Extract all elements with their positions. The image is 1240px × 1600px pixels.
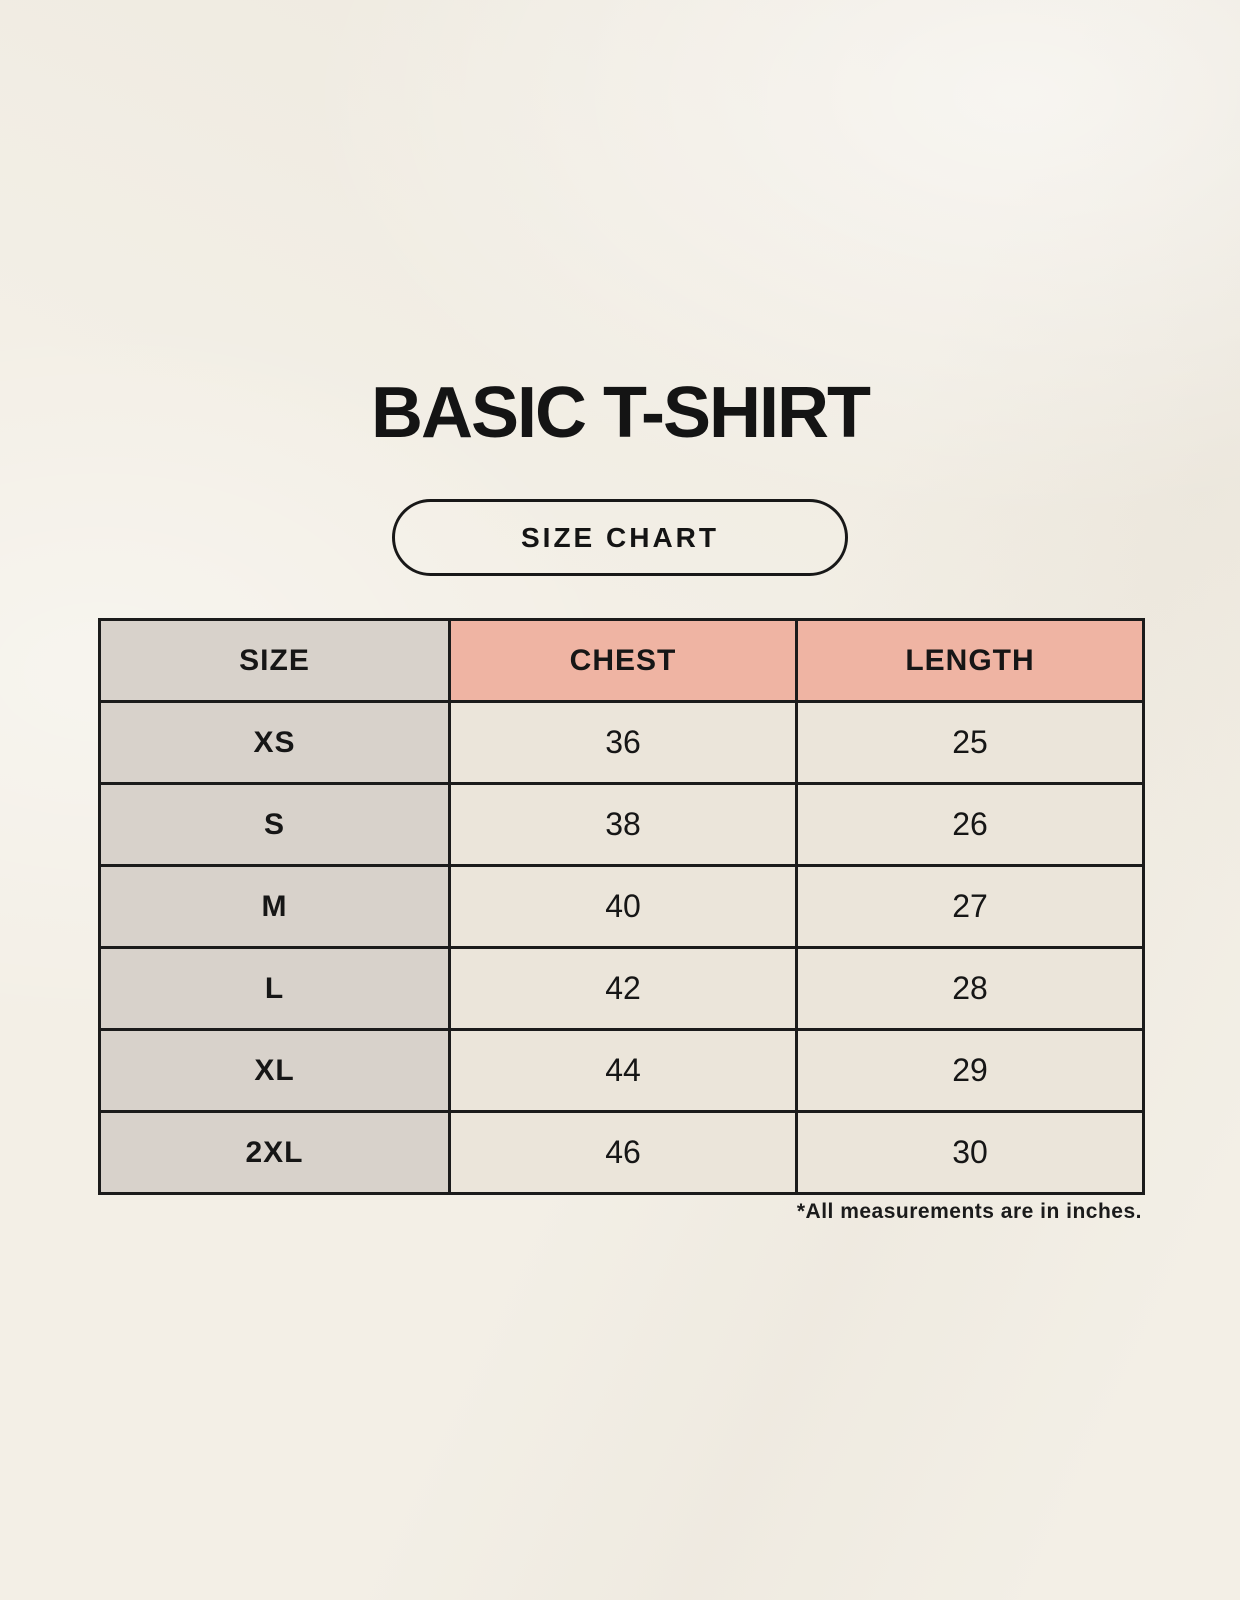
size-cell: XS (98, 700, 451, 785)
length-cell: 28 (795, 946, 1145, 1031)
size-cell: XL (98, 1028, 451, 1113)
table-row: S 38 26 (98, 782, 1145, 867)
length-cell: 29 (795, 1028, 1145, 1113)
table-row: M 40 27 (98, 864, 1145, 949)
size-chart-badge-label: SIZE CHART (521, 521, 719, 553)
chest-cell: 46 (448, 1110, 798, 1195)
table-header-row: SIZE CHEST LENGTH (98, 618, 1145, 703)
length-cell: 26 (795, 782, 1145, 867)
column-header-chest: CHEST (448, 618, 798, 703)
page-title: BASIC T-SHIRT (370, 373, 871, 453)
column-header-length: LENGTH (795, 618, 1145, 703)
length-cell: 25 (795, 700, 1145, 785)
table-row: XS 36 25 (98, 700, 1145, 785)
measurements-footnote: *All measurements are in inches. (796, 1200, 1142, 1223)
size-cell: S (98, 782, 451, 867)
chest-cell: 40 (448, 864, 798, 949)
column-header-size: SIZE (98, 618, 451, 703)
size-cell: M (98, 864, 451, 949)
size-chart-badge: SIZE CHART (392, 499, 848, 576)
chest-cell: 44 (448, 1028, 798, 1113)
chest-cell: 36 (448, 700, 798, 785)
table-row: 2XL 46 30 (98, 1110, 1145, 1195)
length-cell: 30 (795, 1110, 1145, 1195)
size-chart-table-container: SIZE CHEST LENGTH XS 36 25 S 38 26 M 40 … (98, 618, 1145, 1195)
size-chart-table: SIZE CHEST LENGTH XS 36 25 S 38 26 M 40 … (98, 618, 1145, 1195)
table-row: L 42 28 (98, 946, 1145, 1031)
size-cell: L (98, 946, 451, 1031)
size-cell: 2XL (98, 1110, 451, 1195)
chest-cell: 42 (448, 946, 798, 1031)
table-row: XL 44 29 (98, 1028, 1145, 1113)
length-cell: 27 (795, 864, 1145, 949)
chest-cell: 38 (448, 782, 798, 867)
